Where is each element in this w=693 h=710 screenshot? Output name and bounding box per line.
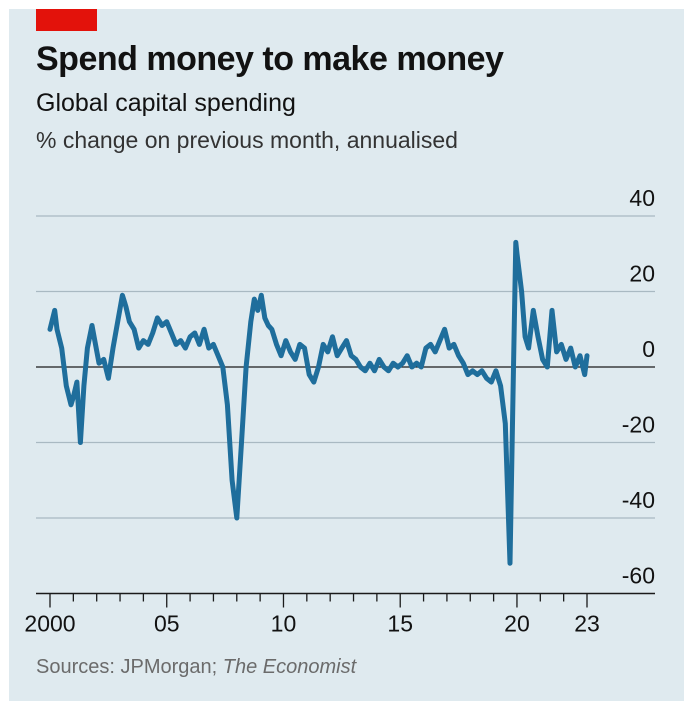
- chart-source: Sources: JPMorgan; The Economist: [36, 656, 356, 679]
- chart-title: Spend money to make money: [36, 40, 504, 78]
- source-publication: The Economist: [222, 656, 357, 678]
- chart-subtitle: Global capital spending: [36, 89, 296, 117]
- x-tick-label-4: 20: [504, 611, 530, 637]
- y-tick-label-1: 20: [629, 261, 655, 287]
- chart-unit-label: % change on previous month, annualised: [36, 127, 458, 153]
- x-tick-label-1: 05: [154, 611, 180, 637]
- y-tick-label-3: -20: [622, 412, 655, 438]
- x-tick-label-0: 2000: [24, 611, 75, 637]
- y-tick-label-0: 40: [629, 185, 655, 211]
- series-line-capital-spending: [47, 239, 590, 566]
- x-tick-label-2: 10: [271, 611, 297, 637]
- brand-red-tag: [36, 9, 97, 31]
- y-tick-label-4: -40: [622, 487, 655, 513]
- x-tick-label-3: 15: [387, 611, 413, 637]
- y-tick-label-5: -60: [622, 563, 655, 589]
- source-prefix: Sources: JPMorgan;: [36, 656, 218, 678]
- y-tick-label-2: 0: [642, 336, 655, 362]
- x-tick-label-5: 23: [574, 611, 600, 637]
